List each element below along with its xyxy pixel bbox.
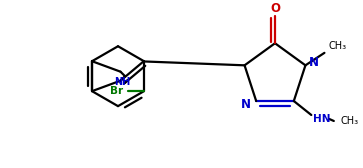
Text: O: O xyxy=(270,2,280,15)
Text: NH: NH xyxy=(114,77,131,87)
Text: Br: Br xyxy=(110,86,123,96)
Text: CH₃: CH₃ xyxy=(341,116,359,126)
Text: CH₃: CH₃ xyxy=(329,41,347,51)
Text: N: N xyxy=(309,56,318,69)
Text: N: N xyxy=(241,97,251,111)
Text: HN: HN xyxy=(313,114,330,124)
